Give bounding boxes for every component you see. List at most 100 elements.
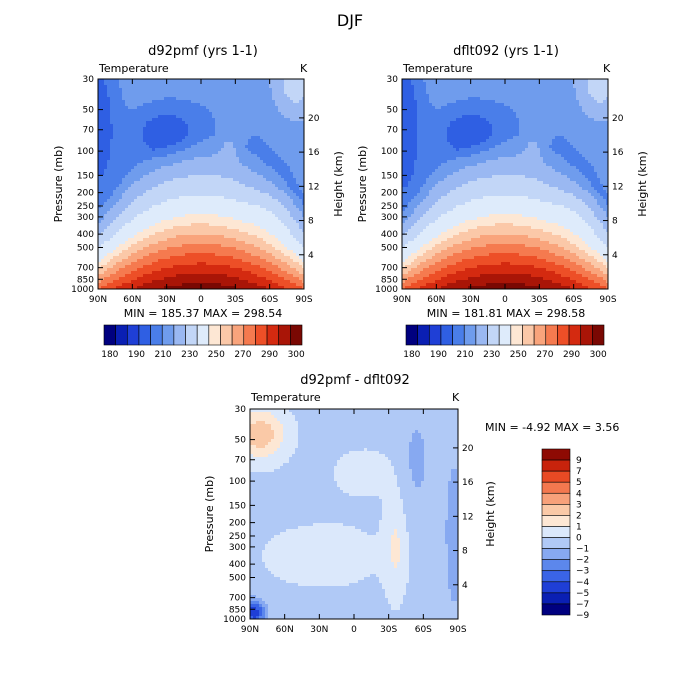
field-cell (188, 103, 192, 107)
field-cell (260, 148, 264, 152)
field-cell (245, 100, 249, 104)
field-cell (161, 193, 165, 197)
field-cell (191, 199, 195, 203)
field-cell (251, 79, 255, 83)
field-cell (125, 118, 129, 122)
field-cell (224, 259, 228, 263)
field-cell (155, 118, 159, 122)
field-cell (152, 142, 156, 146)
field-cell (212, 250, 216, 254)
field-cell (170, 106, 174, 110)
field-cell (284, 163, 288, 167)
field-cell (236, 250, 240, 254)
field-cell (218, 229, 222, 233)
field-cell (107, 115, 111, 119)
field-cell (281, 184, 285, 188)
field-cell (182, 226, 186, 230)
field-cell (131, 145, 135, 149)
field-cell (98, 151, 102, 155)
field-cell (215, 88, 219, 92)
field-cell (200, 232, 204, 236)
field-cell (263, 271, 267, 275)
field-cell (257, 217, 261, 221)
field-cell (110, 88, 114, 92)
field-cell (251, 241, 255, 245)
field-cell (230, 283, 234, 287)
field-cell (278, 130, 282, 134)
field-cell (137, 181, 141, 185)
field-cell (119, 280, 123, 284)
field-cell (188, 268, 192, 272)
field-cell (116, 130, 120, 134)
field-cell (98, 250, 102, 254)
field-cell (206, 283, 210, 287)
field-cell (140, 259, 144, 263)
field-cell (137, 253, 141, 257)
field-cell (194, 94, 198, 98)
field-cell (269, 94, 273, 98)
field-cell (191, 139, 195, 143)
field-cell (164, 187, 168, 191)
field-cell (299, 217, 303, 221)
field-cell (263, 283, 267, 287)
field-cell (245, 163, 249, 167)
field-cell (110, 103, 114, 107)
field-cell (125, 145, 129, 149)
field-cell (251, 127, 255, 131)
field-cell (224, 220, 228, 224)
field-cell (152, 85, 156, 89)
field-cell (227, 223, 231, 227)
field-cell (188, 241, 192, 245)
field-cell (257, 190, 261, 194)
field-cell (125, 223, 129, 227)
field-cell (245, 274, 249, 278)
field-cell (155, 250, 159, 254)
field-cell (248, 193, 252, 197)
field-cell (215, 118, 219, 122)
field-cell (119, 247, 123, 251)
field-cell (206, 178, 210, 182)
field-cell (122, 115, 126, 119)
field-cell (101, 229, 105, 233)
field-cell (212, 256, 216, 260)
field-cell (134, 259, 138, 263)
field-cell (125, 151, 129, 155)
field-cell (221, 139, 225, 143)
field-cell (296, 244, 300, 248)
field-cell (272, 259, 276, 263)
field-cell (290, 85, 294, 89)
field-cell (131, 136, 135, 140)
field-cell (128, 280, 132, 284)
field-cell (134, 145, 138, 149)
field-cell (101, 163, 105, 167)
field-cell (122, 187, 126, 191)
field-cell (233, 91, 237, 95)
field-cell (155, 232, 159, 236)
field-cell (245, 196, 249, 200)
field-cell (146, 229, 150, 233)
field-cell (140, 157, 144, 161)
field-cell (131, 244, 135, 248)
field-cell (215, 226, 219, 230)
field-cell (248, 235, 252, 239)
field-cell (203, 85, 207, 89)
field-cell (224, 190, 228, 194)
field-cell (203, 178, 207, 182)
field-cell (158, 202, 162, 206)
field-cell (146, 286, 150, 289)
field-cell (296, 190, 300, 194)
field-cell (227, 79, 231, 83)
field-cell (158, 118, 162, 122)
field-cell (212, 82, 216, 86)
field-cell (143, 178, 147, 182)
field-cell (155, 280, 159, 284)
field-cell (173, 100, 177, 104)
field-cell (170, 241, 174, 245)
field-cell (236, 277, 240, 281)
field-cell (188, 214, 192, 218)
field-cell (263, 238, 267, 242)
field-cell (194, 88, 198, 92)
field-cell (134, 229, 138, 233)
field-cell (176, 106, 180, 110)
field-cell (284, 235, 288, 239)
